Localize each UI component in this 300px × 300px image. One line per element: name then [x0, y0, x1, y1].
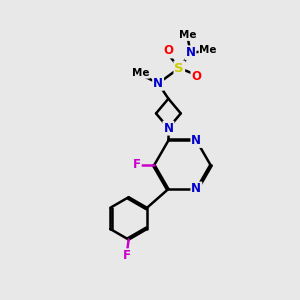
Text: N: N [153, 77, 163, 90]
Text: O: O [163, 44, 173, 58]
Text: F: F [133, 158, 141, 171]
Text: Me: Me [132, 68, 149, 78]
Text: N: N [185, 46, 196, 59]
Text: N: N [164, 122, 173, 135]
Text: N: N [191, 134, 201, 147]
Text: O: O [191, 70, 201, 83]
Text: Me: Me [179, 30, 197, 40]
Text: F: F [123, 249, 131, 262]
Text: S: S [175, 61, 184, 75]
Text: Me: Me [200, 45, 217, 55]
Text: N: N [191, 182, 201, 195]
